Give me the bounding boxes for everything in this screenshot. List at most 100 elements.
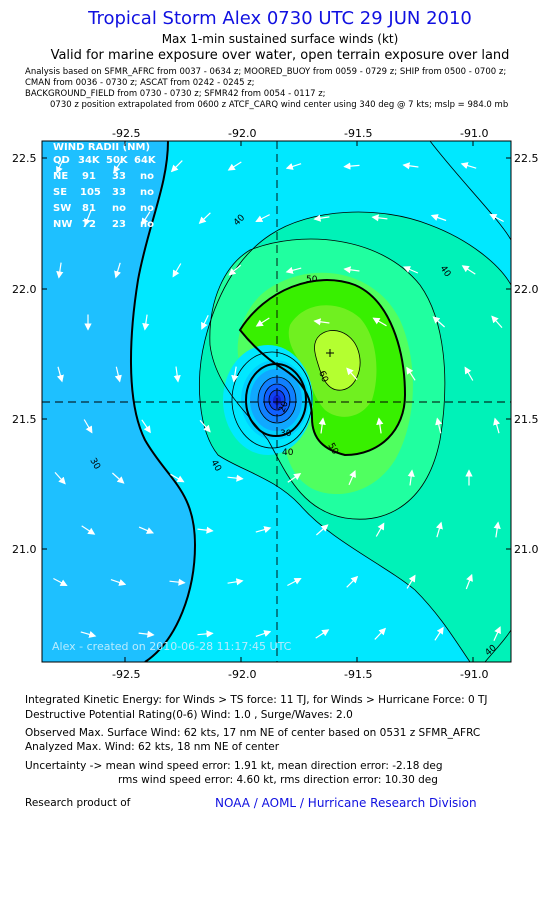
wind-arrow: [227, 578, 244, 586]
lon-tick-label: -91.5: [344, 127, 372, 140]
wind-arrow: [81, 525, 96, 535]
chart-subtitle: Max 1-min sustained surface winds (kt): [161, 32, 399, 46]
storm-eye: [223, 345, 313, 455]
uncertainty-line-1: Uncertainty -> mean wind speed error: 1.…: [25, 760, 443, 772]
wind-arrow: [315, 629, 330, 639]
wind-arrow: [54, 472, 66, 485]
wind-arrow: [112, 472, 125, 484]
wind-arrow: [231, 366, 239, 383]
radii-row-34k: 81: [82, 203, 96, 214]
wind-arrow: [313, 214, 330, 222]
dpr-line: Destructive Potential Rating(0-6) Wind: …: [25, 709, 353, 721]
wind-arrow: [227, 474, 244, 482]
radii-row-34k: 105: [80, 187, 101, 198]
wind-arrow: [493, 521, 501, 538]
noaa-aoml-link[interactable]: NOAA / AOML / Hurricane Research Divisio…: [215, 796, 477, 810]
wind-arrow: [173, 366, 181, 383]
analyzed-max-line: Analyzed Max. Wind: 62 kts, 18 nm NE of …: [25, 741, 280, 753]
lon-tick-label: -92.5: [112, 668, 140, 681]
radii-row-34k: 72: [82, 219, 96, 230]
contour-lines: [130, 141, 511, 662]
wind-arrow: [110, 579, 127, 586]
wind-arrow: [435, 521, 443, 538]
wind-arrow: [375, 522, 385, 537]
wind-arrow: [318, 417, 326, 434]
wind-radii-table: WIND RADII (NM) QD 34K 50K 64K NE 91 33 …: [53, 142, 157, 230]
lon-tick-label: -91.0: [460, 668, 488, 681]
wind-arrow: [56, 366, 64, 383]
wind-arrow: [493, 417, 501, 434]
radii-row-quadrant: SW: [53, 203, 71, 214]
wind-arrow: [343, 162, 360, 170]
wind-arrow: [346, 367, 358, 380]
wind-arrow: [83, 419, 93, 434]
wind-arrow: [255, 214, 270, 222]
wind-arrow: [491, 315, 503, 328]
lat-tick-label: 21.0: [12, 543, 37, 556]
wind-arrow: [376, 417, 384, 434]
wind-arrow: [199, 420, 211, 433]
ike-line: Integrated Kinetic Energy: for Winds > T…: [25, 694, 488, 706]
radii-row-64k: no: [140, 203, 154, 214]
radii-row-64k: no: [140, 219, 154, 230]
lon-tick-labels-bottom: -92.5 -92.0 -91.5 -91.0: [112, 668, 488, 681]
radii-row-50k: 33: [112, 187, 126, 198]
wind-arrow: [138, 630, 155, 638]
contour-label: 20: [277, 400, 290, 414]
radii-row-quadrant: NW: [53, 219, 72, 230]
lat-tick-label: 22.5: [514, 152, 539, 165]
radii-row-50k: 33: [112, 171, 126, 182]
wind-arrow: [228, 264, 242, 276]
wind-arrow: [198, 212, 211, 225]
wind-arrow: [430, 214, 447, 222]
wind-arrow: [287, 577, 302, 587]
wind-arrow: [56, 262, 64, 279]
wind-vectors: [53, 158, 504, 642]
wind-arrow: [285, 266, 302, 274]
analysis-sources-line-3: BACKGROUND_FIELD from 0730 - 0730 z; SFM…: [25, 89, 326, 99]
lon-tick-labels-top: -92.5 -92.0 -91.5 -91.0: [112, 127, 488, 140]
wind-arrow: [348, 469, 356, 486]
radii-header-qd: QD: [53, 155, 70, 166]
contour-label: 50: [306, 275, 318, 285]
wind-arrow: [170, 473, 185, 483]
lon-tick-label: -91.5: [344, 668, 372, 681]
wind-arrow: [80, 630, 97, 638]
wind-arrow: [434, 626, 444, 641]
wind-arrow: [141, 419, 151, 434]
wind-arrow: [489, 213, 504, 223]
lon-tick-label: -92.0: [228, 668, 256, 681]
wind-arrow: [285, 163, 302, 170]
wind-arrow: [316, 524, 329, 536]
axis-ticks: [42, 141, 511, 662]
contour-label: 30: [280, 429, 292, 439]
wind-arrow: [461, 265, 476, 275]
wind-arrow: [371, 214, 388, 222]
wind-arrow: [402, 266, 419, 274]
contour-label: 40: [282, 448, 294, 458]
wind-arrow: [172, 263, 182, 278]
radii-header-34k: 34K: [78, 155, 101, 166]
validity-note: Valid for marine exposure over water, op…: [50, 48, 510, 63]
chart-title: Tropical Storm Alex 0730 UTC 29 JUN 2010: [88, 8, 472, 29]
research-label: Research product of: [25, 797, 131, 809]
lon-tick-label: -92.5: [112, 127, 140, 140]
analysis-sources-line-1: Analysis based on SFMR_AFRC from 0037 - …: [25, 67, 507, 77]
max-wind-marker: [326, 349, 334, 357]
contour-label: 60: [316, 370, 329, 384]
wind-arrow: [402, 162, 419, 170]
wind-arrow: [53, 577, 68, 587]
lat-tick-label: 21.0: [514, 543, 539, 556]
lat-tick-labels-right: 22.5 22.0 21.5 21.0: [514, 152, 539, 556]
wind-arrow: [142, 314, 150, 331]
lat-tick-labels-left: 22.5 22.0 21.5 21.0: [12, 152, 37, 556]
wind-arrow: [141, 211, 151, 226]
center-marker: [273, 398, 281, 406]
wind-arrow: [374, 627, 387, 640]
wind-arrow: [287, 473, 302, 483]
radii-header-50k: 50K: [106, 155, 129, 166]
radii-row-quadrant: SE: [53, 187, 67, 198]
lat-tick-label: 22.0: [514, 283, 539, 296]
wind-arrow: [201, 314, 209, 330]
